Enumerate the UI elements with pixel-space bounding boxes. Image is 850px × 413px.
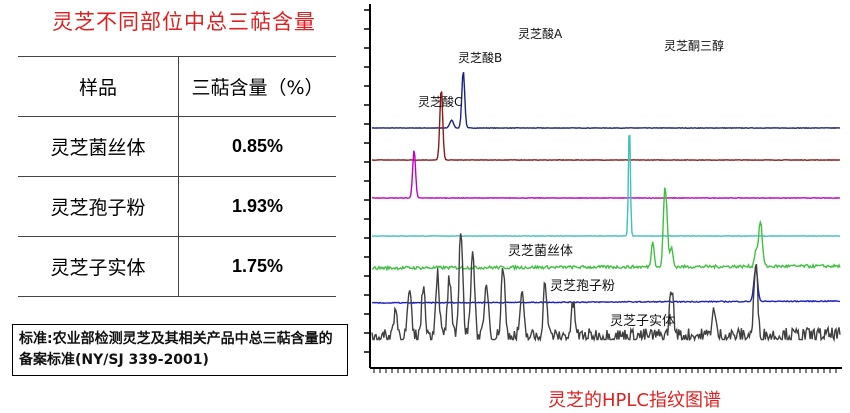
chromatogram-trace bbox=[371, 187, 841, 272]
table-header-row: 样品 三萜含量（%） bbox=[18, 56, 336, 117]
chromatogram-trace bbox=[372, 150, 841, 200]
left-title: 灵芝不同部位中总三萜含量 bbox=[52, 10, 316, 34]
trace-label: 灵芝子实体 bbox=[610, 313, 675, 329]
chromatogram-trace bbox=[371, 266, 841, 305]
table-header-sample: 样品 bbox=[18, 56, 179, 117]
trace-label: 灵芝孢子粉 bbox=[550, 278, 615, 294]
chromatogram-trace bbox=[371, 91, 841, 162]
peak-label: 灵芝酸B bbox=[458, 50, 502, 65]
chromatogram-trace bbox=[371, 135, 841, 238]
peak-label: 灵芝酸C bbox=[418, 94, 462, 109]
standard-note: 标准:农业部检测灵芝及其相关产品中总三萜含量的备案标准(NY/SJ 339-20… bbox=[12, 324, 348, 376]
table-row: 灵芝孢子粉 1.93% bbox=[18, 176, 336, 237]
table-cell-value: 1.75% bbox=[178, 236, 336, 297]
table-row: 灵芝菌丝体 0.85% bbox=[18, 116, 336, 177]
table-row: 灵芝子实体 1.75% bbox=[18, 236, 336, 297]
peak-label: 灵芝酮三醇 bbox=[664, 38, 724, 53]
trace-label: 灵芝菌丝体 bbox=[508, 243, 573, 259]
peak-label: 灵芝酸A bbox=[518, 26, 563, 41]
triterpene-content-table: 样品 三萜含量（%） 灵芝菌丝体 0.85% 灵芝孢子粉 1.93% 灵芝子实体… bbox=[18, 56, 336, 297]
table-header-content: 三萜含量（%） bbox=[178, 56, 336, 117]
chart-caption: 灵芝的HPLC指纹图谱 bbox=[548, 390, 721, 411]
chromatogram-trace bbox=[371, 72, 841, 130]
table-cell-sample: 灵芝孢子粉 bbox=[18, 176, 179, 237]
table-cell-sample: 灵芝菌丝体 bbox=[18, 116, 179, 177]
chromatogram-trace bbox=[371, 233, 841, 343]
table-cell-value: 1.93% bbox=[178, 176, 336, 237]
table-cell-sample: 灵芝子实体 bbox=[18, 236, 179, 297]
